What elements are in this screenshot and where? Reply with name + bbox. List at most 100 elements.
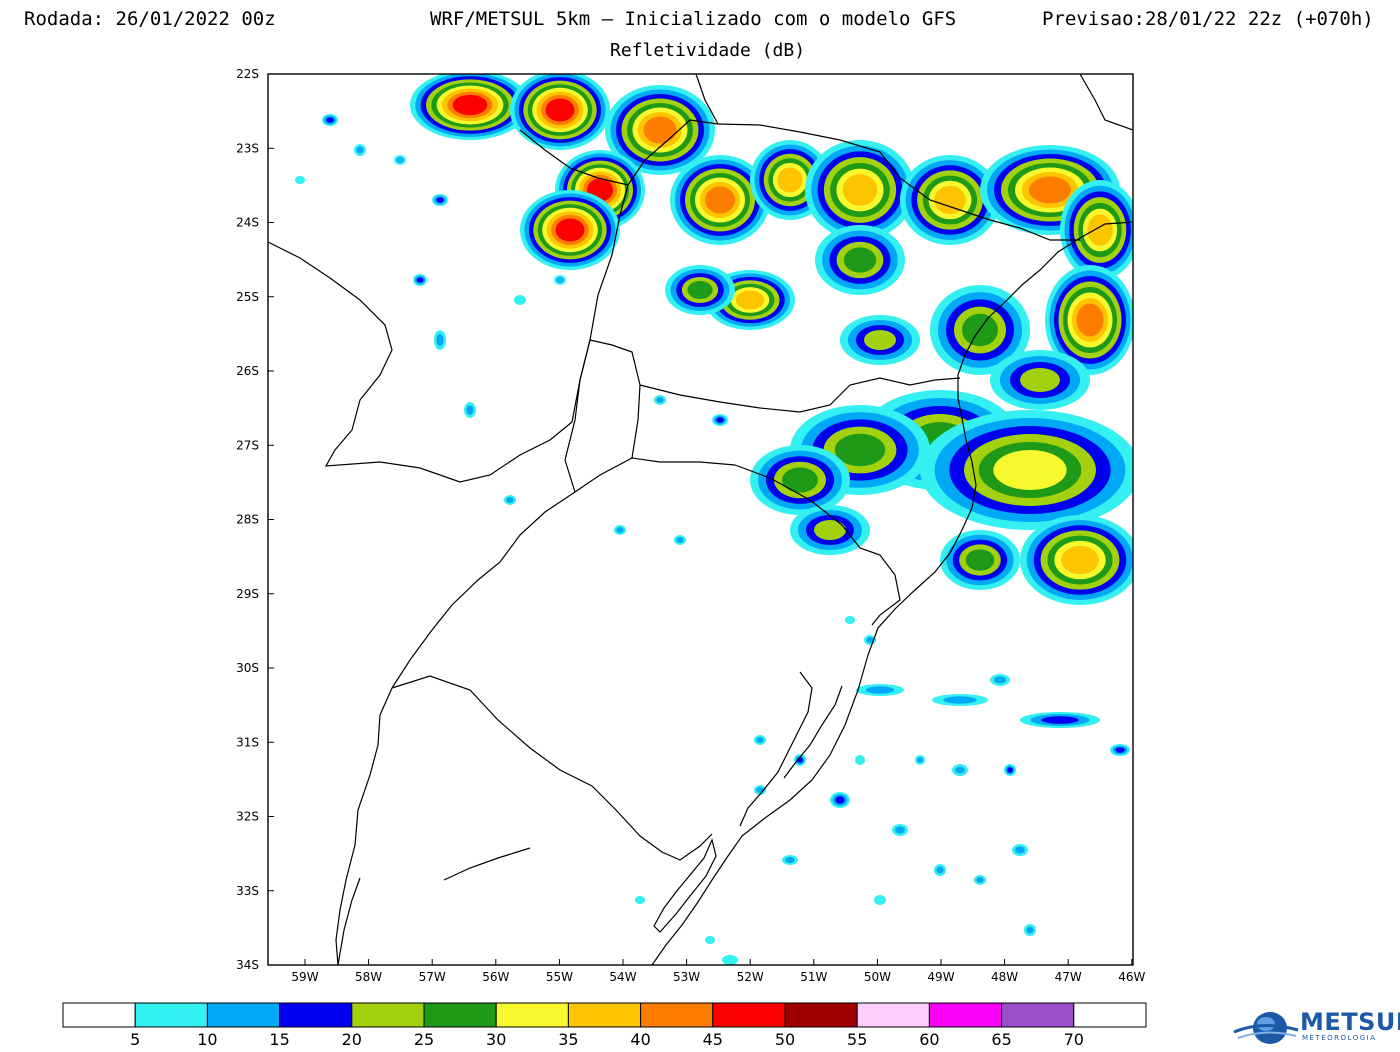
colorbar-label: 40 [630,1030,650,1049]
boundaries [268,74,1133,965]
lat-tick-label: 22S [236,67,259,81]
echo-cell [865,686,895,694]
rs-ar-border [391,457,736,689]
echo-cell [452,94,488,116]
lat-tick-label: 31S [236,735,259,749]
lat-tick-label: 28S [236,513,259,527]
sp-mg-border [1079,74,1133,131]
py-ms-border [519,129,629,186]
colorbar-label: 45 [703,1030,723,1049]
echo-cell [874,895,886,905]
echo-cell [676,537,684,543]
echo-cell [716,417,724,423]
echo-cell [785,857,795,863]
colorbar-label: 65 [991,1030,1011,1049]
la-plata-estuary [337,877,361,965]
forecast-time-label: Previsao:28/01/22 22z (+070h) [1042,8,1374,30]
echo-cell [545,98,575,122]
lat-tick-label: 23S [236,141,259,155]
colorbar-swatch [712,1002,786,1028]
echo-cell [777,167,803,193]
rs-sc-border [734,464,901,626]
echo-cell [356,146,364,154]
echo-cell [396,157,404,163]
pr-sp-border [717,123,1080,241]
globe-icon [1233,1012,1299,1044]
echo-cell [556,277,564,283]
colorbar-swatch [1001,1002,1075,1028]
lon-tick-label: 51W [800,970,827,984]
echo-cell [705,936,715,944]
echo-cell [635,896,645,904]
colorbar-label: 70 [1064,1030,1084,1049]
echo-cell [976,877,984,883]
colorbar-swatch [351,1002,425,1028]
echo-cell [616,527,624,533]
colorbar-label: 25 [414,1030,434,1049]
echo-cell [326,117,334,123]
echo-cell [855,755,865,765]
ms-sp-border [695,74,719,125]
echo-cell [1115,747,1125,753]
latitude-axis: 22S 23S 24S 25S 26S 27S 28S 29S 30S 31S 32S 33S 34S [236,67,274,972]
echo-cell [1076,303,1104,337]
colorbar-swatch [423,1002,497,1028]
colorbar-swatch [134,1002,208,1028]
coastline [651,221,1133,965]
echo-cell [687,281,713,299]
colorbar-swatch [206,1002,281,1028]
echo-cell [1026,926,1034,934]
echo-cell [1015,846,1025,854]
reflectivity-field [295,74,1133,965]
misiones-border [564,339,641,493]
longitude-axis: 59W 58W 57W 56W 55W 54W 53W 52W 51W 50W 49W 48W 47W 4… [291,959,1145,984]
lat-tick-label: 30S [236,661,259,675]
lon-tick-label: 49W [927,970,954,984]
lat-tick-label: 25S [236,290,259,304]
echo-cell [845,616,855,624]
echo-cell [416,277,424,283]
colorbar-label: 20 [342,1030,362,1049]
lon-tick-label: 52W [737,970,764,984]
echo-cell [466,405,474,415]
echo-cell [955,766,965,774]
colorbar-label: 50 [775,1030,795,1049]
colorbar-swatch [928,1002,1003,1028]
colorbar-label: 60 [919,1030,939,1049]
lon-tick-label: 54W [609,970,636,984]
lagoa-mirim [653,838,717,933]
colorbar-swatch [856,1002,930,1028]
lon-tick-label: 55W [546,970,573,984]
colorbar-label: 5 [130,1030,140,1049]
echo-cell [735,290,765,310]
echo-cell [934,185,966,215]
lat-tick-label: 32S [236,810,259,824]
logo-subtext: METEOROLOGIA [1302,1034,1377,1042]
echo-cell [1007,767,1013,773]
colorbar-label: 15 [269,1030,289,1049]
echo-cell [506,497,514,503]
echo-cell [555,218,585,242]
echo-cell [1029,176,1071,204]
py-ar-border [268,241,581,483]
colorbar-swatch [567,1002,642,1028]
echo-cell [943,696,977,704]
echo-cell [866,637,874,643]
colorbar-swatch [495,1002,569,1028]
colorbar-swatch [640,1002,714,1028]
lon-tick-label: 46W [1118,970,1145,984]
lat-tick-label: 27S [236,438,259,452]
colorbar-label: 55 [847,1030,867,1049]
lon-tick-label: 59W [291,970,318,984]
echo-cell [295,176,305,184]
logo-text: METSUL [1300,1008,1400,1036]
echo-cell [843,247,877,273]
run-time-label: Rodada: 26/01/2022 00z [24,8,276,30]
echo-cell [965,549,995,571]
lat-tick-label: 26S [236,364,259,378]
lon-tick-label: 48W [991,970,1018,984]
echo-cell [864,330,896,350]
echo-cell [656,397,664,403]
echo-cell [895,826,905,834]
